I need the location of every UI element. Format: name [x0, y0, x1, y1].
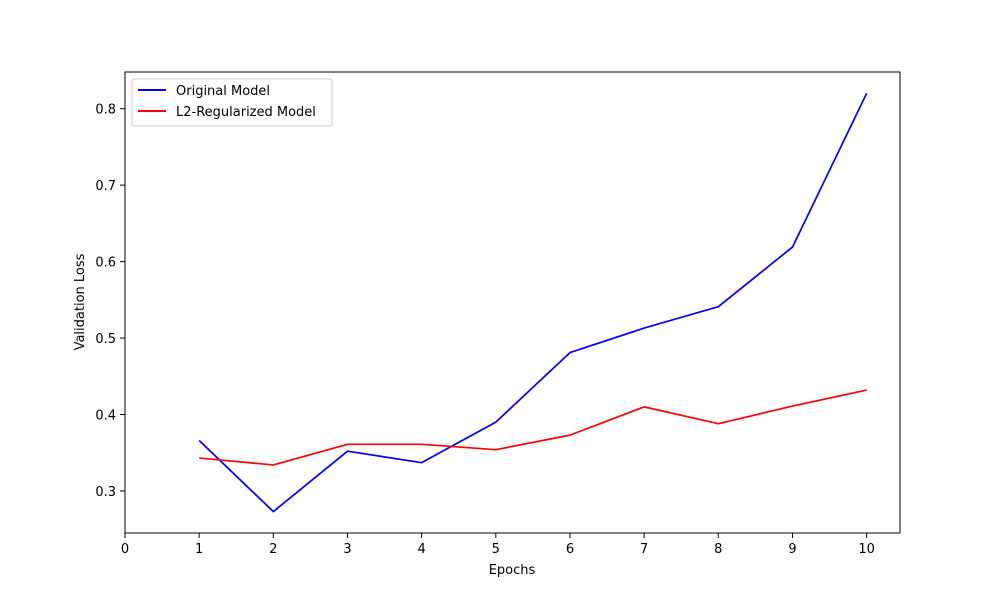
y-tick-label: 0.7: [95, 179, 116, 194]
x-tick-label: 6: [566, 542, 574, 557]
y-tick-label: 0.3: [95, 485, 116, 500]
plot-area: [125, 72, 900, 533]
x-tick-label: 8: [714, 542, 722, 557]
y-axis-ticks: 0.3 0.4 0.5 0.6 0.7 0.8: [95, 103, 125, 500]
y-axis-label: Validation Loss: [73, 253, 88, 350]
x-tick-label: 7: [640, 542, 648, 557]
y-tick-label: 0.4: [95, 409, 116, 424]
legend: Original Model L2-Regularized Model: [131, 78, 333, 127]
x-tick-label: 3: [343, 542, 351, 557]
x-axis-ticks: 0 1 2 3 4 5 6 7 8 9 10: [121, 533, 875, 557]
x-tick-label: 9: [788, 542, 796, 557]
x-tick-label: 1: [195, 542, 203, 557]
y-tick-label: 0.5: [95, 332, 116, 347]
series-line-l2-regularized-model: [199, 389, 867, 466]
legend-box: [131, 78, 333, 127]
x-tick-label: 10: [858, 542, 875, 557]
legend-label-original-model: Original Model: [176, 84, 270, 99]
y-tick-label: 0.6: [95, 256, 116, 271]
x-tick-label: 4: [418, 542, 426, 557]
x-axis-label: Epochs: [489, 563, 536, 578]
x-tick-label: 2: [269, 542, 277, 557]
y-tick-label: 0.8: [95, 103, 116, 118]
x-tick-label: 0: [121, 542, 129, 557]
x-tick-label: 5: [492, 542, 500, 557]
legend-label-l2-regularized-model: L2-Regularized Model: [176, 105, 316, 120]
plot-frame: [124, 71, 901, 534]
series-line-original-model: [198, 93, 868, 513]
series-layer: [198, 93, 868, 513]
